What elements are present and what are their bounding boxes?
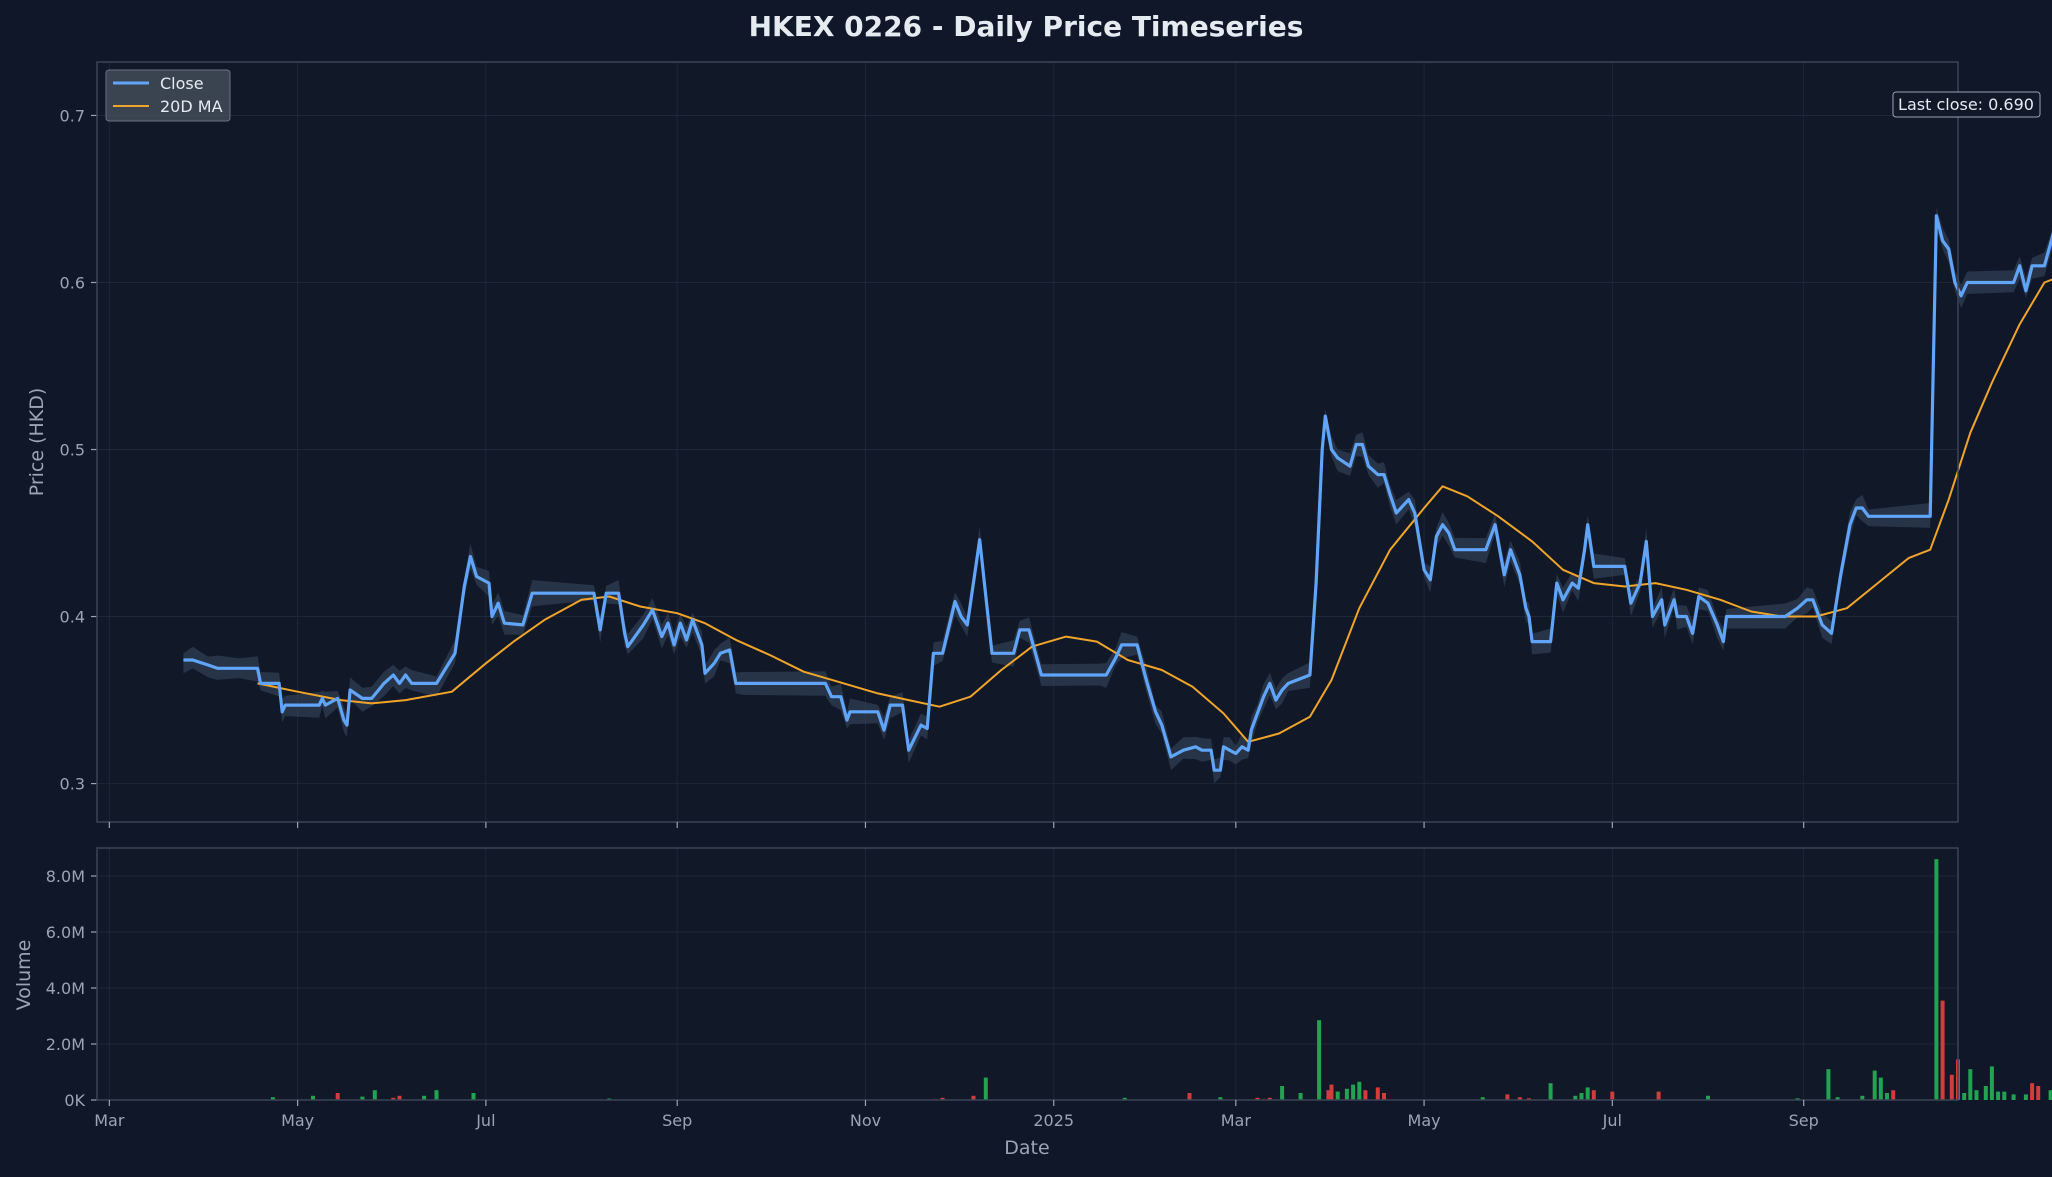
x-tick-label: Mar	[1221, 1111, 1252, 1130]
volume-bar-up	[2024, 1094, 2028, 1100]
legend-ma-label: 20D MA	[160, 97, 223, 116]
x-tick-label: Jul	[1602, 1111, 1622, 1130]
volume-bar-down	[1376, 1087, 1380, 1100]
volume-bar-up	[1357, 1082, 1361, 1100]
volume-bar-up	[1885, 1093, 1889, 1100]
volume-bar-down	[1891, 1090, 1895, 1100]
volume-bar-up	[1975, 1090, 1979, 1100]
price-y-tick-label: 0.5	[60, 441, 85, 460]
volume-bar-up	[1586, 1087, 1590, 1100]
volume-bar-down	[1363, 1090, 1367, 1100]
volume-bar-down	[1950, 1075, 1954, 1100]
volume-bar-down	[2036, 1086, 2040, 1100]
volume-y-tick-label: 6.0M	[46, 923, 85, 942]
x-tick-label: Nov	[850, 1111, 881, 1130]
x-tick-label: Mar	[94, 1111, 125, 1130]
legend-close-label: Close	[160, 74, 204, 93]
volume-bar-down	[2030, 1083, 2034, 1100]
volume-bar-up	[1968, 1069, 1972, 1100]
x-axis-label: Date	[1004, 1137, 1049, 1159]
volume-bar-up	[1826, 1069, 1830, 1100]
volume-y-tick-label: 0K	[64, 1091, 85, 1110]
volume-y-axis-label: Volume	[13, 940, 35, 1011]
volume-bar-up	[1879, 1078, 1883, 1100]
volume-bar-up	[1299, 1093, 1303, 1100]
price-plot-area	[97, 62, 1958, 822]
volume-bar-up	[1345, 1089, 1349, 1100]
volume-bar-up	[2012, 1094, 2016, 1100]
volume-bar-up	[1962, 1093, 1966, 1100]
volume-bar-down	[1941, 1001, 1945, 1100]
volume-bar-down	[1657, 1092, 1661, 1100]
volume-y-tick-label: 2.0M	[46, 1035, 85, 1054]
volume-bar-down	[336, 1093, 340, 1100]
volume-bar-down	[1382, 1093, 1386, 1100]
last-close-annotation: Last close: 0.690	[1893, 92, 2040, 117]
x-tick-label: Sep	[1789, 1111, 1819, 1130]
volume-bar-up	[1549, 1083, 1553, 1100]
volume-bar-down	[1505, 1094, 1509, 1100]
volume-bar-up	[1996, 1092, 2000, 1100]
chart-title: HKEX 0226 - Daily Price Timeseries	[749, 10, 1304, 43]
volume-bar-up	[1317, 1020, 1321, 1100]
volume-bar-up	[435, 1090, 439, 1100]
volume-bar-up	[2002, 1092, 2006, 1100]
x-tick-label: Sep	[662, 1111, 692, 1130]
price-y-tick-label: 0.7	[60, 106, 85, 125]
volume-bar-up	[472, 1093, 476, 1100]
volume-bar-up	[1336, 1092, 1340, 1100]
x-tick-label: May	[281, 1111, 314, 1130]
volume-bar-up	[1351, 1085, 1355, 1100]
x-tick-label: 2025	[1033, 1111, 1074, 1130]
volume-bar-up	[984, 1078, 988, 1100]
volume-bar-down	[1188, 1093, 1192, 1100]
legend: Close 20D MA	[106, 70, 230, 121]
x-tick-label: Jul	[475, 1111, 495, 1130]
volume-y-tick-label: 4.0M	[46, 979, 85, 998]
volume-y-tick-label: 8.0M	[46, 867, 85, 886]
volume-bar-up	[1984, 1086, 1988, 1100]
volume-plot-area	[97, 848, 1958, 1100]
x-tick-label: May	[1408, 1111, 1441, 1130]
price-y-tick-label: 0.4	[60, 608, 85, 627]
volume-bar-down	[1610, 1092, 1614, 1100]
price-y-tick-label: 0.6	[60, 273, 85, 292]
volume-bar-up	[1280, 1086, 1284, 1100]
volume-bar-down	[1592, 1090, 1596, 1100]
volume-bar-down	[1330, 1085, 1334, 1100]
volume-bar-up	[2049, 1090, 2052, 1100]
price-y-tick-label: 0.3	[60, 775, 85, 794]
volume-bar-up	[1873, 1071, 1877, 1100]
volume-bar-up	[1934, 859, 1938, 1100]
volume-bar-up	[373, 1090, 377, 1100]
volume-bar-up	[1990, 1066, 1994, 1100]
last-close-label: Last close: 0.690	[1898, 95, 2034, 114]
price-y-axis-label: Price (HKD)	[26, 388, 48, 497]
volume-bar-up	[1580, 1093, 1584, 1100]
